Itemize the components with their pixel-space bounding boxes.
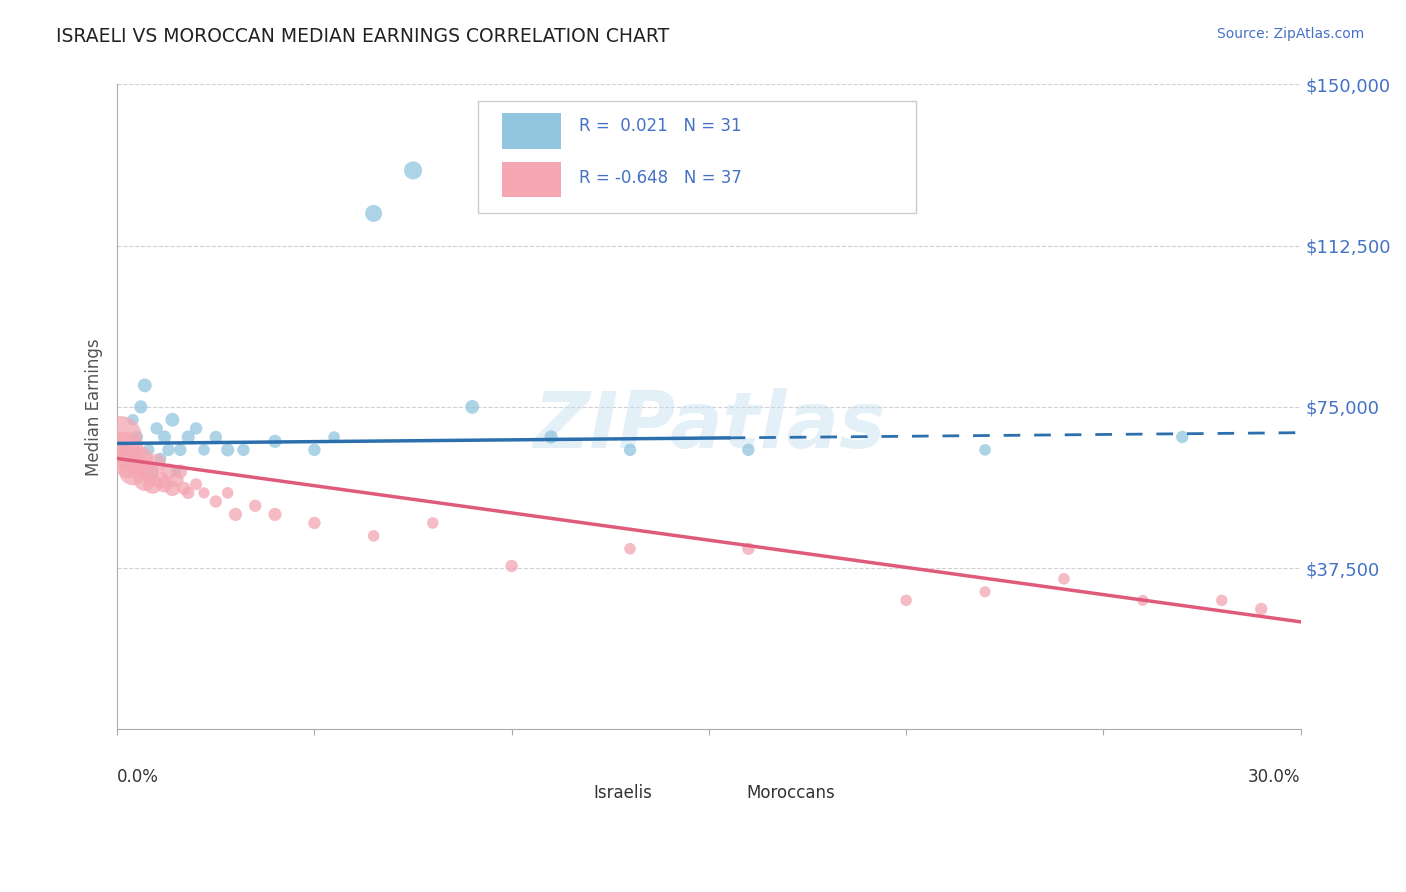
FancyBboxPatch shape xyxy=(697,781,737,804)
Point xyxy=(149,451,172,466)
Point xyxy=(245,499,267,513)
Text: Israelis: Israelis xyxy=(593,783,652,802)
Point xyxy=(165,473,187,487)
Point xyxy=(363,206,385,220)
Point xyxy=(422,516,444,530)
Point xyxy=(619,442,641,457)
Point xyxy=(169,442,191,457)
Point xyxy=(122,413,145,427)
Point xyxy=(173,482,195,496)
Point xyxy=(129,451,152,466)
Point xyxy=(264,434,287,449)
Y-axis label: Median Earnings: Median Earnings xyxy=(86,338,103,475)
Point xyxy=(134,378,156,392)
Point xyxy=(157,442,180,457)
Point xyxy=(737,541,759,556)
Point xyxy=(204,430,226,444)
Point xyxy=(193,486,215,500)
Point xyxy=(1132,593,1154,607)
Point xyxy=(619,541,641,556)
Text: 0.0%: 0.0% xyxy=(117,768,159,786)
Text: Source: ZipAtlas.com: Source: ZipAtlas.com xyxy=(1216,27,1364,41)
Point xyxy=(134,473,156,487)
Point xyxy=(974,442,997,457)
Point xyxy=(737,442,759,457)
Point xyxy=(149,473,172,487)
Point xyxy=(1211,593,1233,607)
Point xyxy=(177,430,200,444)
Point xyxy=(125,430,148,444)
Point xyxy=(129,400,152,414)
Point xyxy=(153,430,176,444)
Text: R =  0.021   N = 31: R = 0.021 N = 31 xyxy=(579,118,741,136)
Point xyxy=(110,430,132,444)
Point xyxy=(162,413,184,427)
Point xyxy=(225,508,247,522)
Point xyxy=(162,482,184,496)
Point xyxy=(142,464,165,478)
Point xyxy=(138,464,160,478)
Point xyxy=(264,508,287,522)
FancyBboxPatch shape xyxy=(502,161,561,197)
Point xyxy=(323,430,346,444)
Point xyxy=(217,486,239,500)
Text: ISRAELI VS MOROCCAN MEDIAN EARNINGS CORRELATION CHART: ISRAELI VS MOROCCAN MEDIAN EARNINGS CORR… xyxy=(56,27,669,45)
Point xyxy=(118,456,141,470)
Point xyxy=(138,442,160,457)
Point xyxy=(114,442,136,457)
FancyBboxPatch shape xyxy=(502,113,561,149)
Point xyxy=(145,456,167,470)
Point xyxy=(974,584,997,599)
Text: 30.0%: 30.0% xyxy=(1249,768,1301,786)
Point xyxy=(145,421,167,435)
Text: R = -0.648   N = 37: R = -0.648 N = 37 xyxy=(579,169,741,187)
Point xyxy=(125,456,148,470)
Point xyxy=(153,477,176,491)
Point xyxy=(402,163,425,178)
Point xyxy=(122,464,145,478)
Point xyxy=(177,486,200,500)
Point xyxy=(165,464,187,478)
Point xyxy=(232,442,254,457)
Point xyxy=(114,442,136,457)
FancyBboxPatch shape xyxy=(543,781,583,804)
Point xyxy=(461,400,484,414)
FancyBboxPatch shape xyxy=(478,101,917,213)
Point xyxy=(1250,602,1272,616)
Point xyxy=(894,593,917,607)
Point xyxy=(169,464,191,478)
Point xyxy=(363,529,385,543)
Point xyxy=(157,464,180,478)
Point xyxy=(1053,572,1076,586)
Point xyxy=(217,442,239,457)
Point xyxy=(142,477,165,491)
Point xyxy=(304,516,326,530)
Point xyxy=(193,442,215,457)
Text: Moroccans: Moroccans xyxy=(747,783,835,802)
Point xyxy=(1171,430,1194,444)
Point xyxy=(501,558,523,573)
Point xyxy=(184,477,207,491)
Point xyxy=(184,421,207,435)
Point xyxy=(304,442,326,457)
Text: ZIPatlas: ZIPatlas xyxy=(533,388,884,464)
Point xyxy=(540,430,562,444)
Point xyxy=(204,494,226,508)
